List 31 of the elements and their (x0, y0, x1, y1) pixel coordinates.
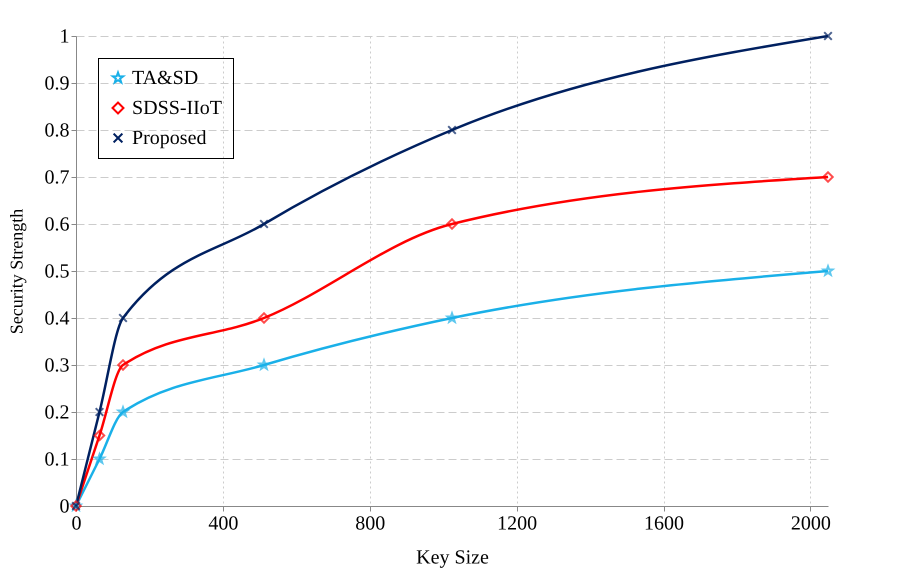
point (94, 430, 106, 442)
x-axis-title: Key Size (416, 546, 489, 568)
y-axis-title: Security Strength (6, 208, 26, 334)
y-tick-label: 0 (60, 496, 70, 518)
y-tick-label: 0.9 (44, 72, 70, 94)
point (822, 171, 834, 183)
x-tick-label: 2000 (790, 512, 831, 534)
legend-label: TA&SD (132, 67, 198, 89)
x-tick-label: 400 (208, 512, 238, 534)
x-tick-label: 1600 (644, 512, 684, 534)
y-tick-label: 0.8 (44, 120, 70, 142)
point (118, 313, 128, 323)
y-tick-label: 0.2 (44, 402, 70, 424)
x-tick-label: 800 (355, 512, 386, 534)
y-tick-label: 0.3 (44, 354, 70, 376)
point (259, 219, 269, 229)
point (446, 218, 458, 230)
y-tick-label: 1 (60, 26, 70, 48)
y-tick-label: 0.7 (44, 166, 70, 188)
y-tick-label: 0.4 (44, 308, 70, 330)
point (823, 31, 833, 41)
legend-label: SDSS-IIoT (132, 97, 222, 119)
point (447, 125, 457, 135)
y-tick-label: 0.5 (44, 260, 70, 282)
legend-label: Proposed (132, 127, 206, 149)
point (117, 359, 129, 371)
x-tick-label: 1200 (497, 512, 538, 534)
y-tick-label: 0.6 (44, 214, 70, 236)
point (258, 312, 270, 324)
point (94, 407, 104, 417)
y-tick-label: 0.1 (44, 448, 70, 470)
